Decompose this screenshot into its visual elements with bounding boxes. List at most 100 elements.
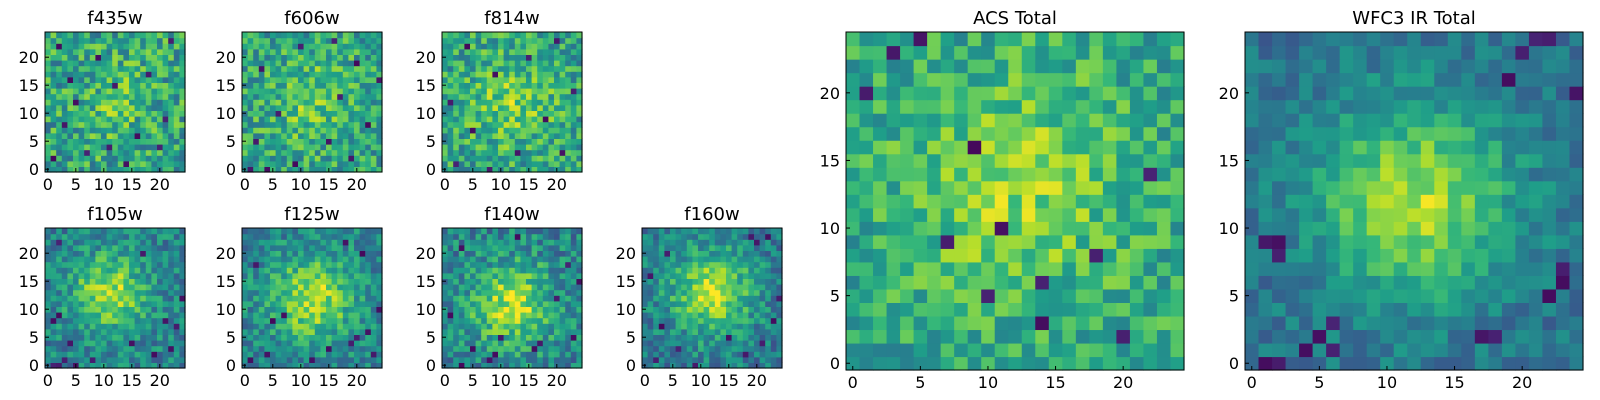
heatmap-cell	[89, 278, 96, 285]
heatmap-cell	[537, 345, 544, 352]
heatmap-cell	[320, 88, 327, 95]
heatmap-cell	[331, 132, 338, 139]
heatmap-cell	[537, 256, 544, 263]
heatmap-cell	[653, 345, 660, 352]
heatmap-cell	[565, 104, 572, 111]
heatmap-cell	[1129, 275, 1145, 290]
heatmap-cell	[576, 127, 583, 134]
heatmap-cell	[1102, 302, 1117, 317]
heatmap-cell	[67, 37, 74, 44]
heatmap-cell	[731, 256, 738, 263]
heatmap-cell	[123, 121, 130, 128]
heatmap-cell	[286, 317, 293, 324]
heatmap-cell	[50, 71, 57, 78]
heatmap-cell	[56, 82, 63, 89]
heatmap-cell	[242, 127, 249, 134]
y-tick-label: 0	[626, 356, 636, 375]
heatmap-cell	[526, 54, 533, 61]
heatmap-cell	[647, 244, 654, 251]
heatmap-cell	[954, 342, 969, 358]
heatmap-cell	[326, 289, 333, 296]
heatmap-cell	[548, 54, 555, 61]
heatmap-cell	[754, 306, 761, 313]
heatmap-cell	[565, 312, 572, 319]
heatmap-cell	[112, 43, 119, 50]
heatmap-cell	[570, 312, 577, 319]
heatmap-cell	[1170, 342, 1185, 358]
heatmap-cell	[45, 295, 52, 302]
heatmap-cell	[73, 116, 80, 123]
heatmap-cell	[1075, 221, 1090, 236]
heatmap-cell	[542, 272, 549, 279]
heatmap-cell	[514, 99, 521, 106]
heatmap-cell	[486, 239, 493, 246]
heatmap-cell	[145, 93, 152, 100]
heatmap-cell	[303, 267, 310, 274]
heatmap-cell	[1129, 261, 1145, 276]
heatmap-cell	[492, 267, 499, 274]
heatmap-cell	[359, 144, 366, 151]
heatmap-cell	[776, 351, 783, 358]
heatmap-cell	[1075, 356, 1090, 371]
heatmap-cell	[873, 126, 888, 141]
heatmap-cell	[765, 306, 772, 313]
heatmap-cell	[470, 37, 477, 44]
heatmap-cell	[1089, 261, 1104, 276]
heatmap-cell	[129, 99, 136, 106]
heatmap-cell	[314, 267, 321, 274]
heatmap-cell	[157, 132, 164, 139]
heatmap-cell	[247, 317, 254, 324]
heatmap-cell	[331, 261, 338, 268]
heatmap-cell	[1048, 356, 1063, 371]
heatmap-cell	[1089, 140, 1104, 155]
heatmap-cell	[270, 110, 277, 117]
heatmap-cell	[514, 233, 521, 240]
heatmap-cell	[67, 138, 74, 145]
heatmap-cell	[498, 43, 505, 50]
heatmap-cell	[537, 149, 544, 156]
heatmap-cell	[342, 345, 349, 352]
heatmap-cell	[653, 233, 660, 240]
heatmap-cell	[453, 155, 460, 162]
heatmap-cell	[681, 362, 688, 369]
heatmap-cell	[67, 99, 74, 106]
heatmap-cell	[247, 88, 254, 95]
heatmap-cell	[145, 160, 152, 167]
heatmap-cell	[742, 356, 749, 363]
heatmap-cell	[253, 99, 260, 106]
heatmap-cell	[253, 317, 260, 324]
heatmap-cell	[173, 278, 180, 285]
heatmap-cell	[61, 233, 68, 240]
heatmap-cell	[559, 340, 566, 347]
heatmap-cell	[370, 65, 377, 72]
heatmap-cell	[151, 54, 158, 61]
heatmap-cell	[537, 233, 544, 240]
heatmap-cell	[162, 284, 169, 291]
heatmap-cell	[258, 250, 265, 257]
heatmap-cell	[686, 284, 693, 291]
heatmap-cell	[151, 228, 158, 235]
heatmap-cell	[151, 312, 158, 319]
heatmap-cell	[337, 149, 344, 156]
heatmap-cell	[492, 160, 499, 167]
heatmap-cell	[940, 126, 955, 141]
heatmap-cell	[514, 132, 521, 139]
heatmap-cell	[326, 88, 333, 95]
heatmap-cell	[331, 82, 338, 89]
heatmap-cell	[264, 121, 271, 128]
heatmap-cell	[376, 166, 383, 173]
heatmap-cells	[242, 32, 383, 173]
heatmap-cell	[129, 48, 136, 55]
heatmap-cell	[537, 43, 544, 50]
heatmap-cell	[365, 278, 372, 285]
heatmap-cell	[647, 300, 654, 307]
heatmap-cell	[157, 127, 164, 134]
heatmap-cell	[526, 261, 533, 268]
heatmap-cell	[61, 43, 68, 50]
heatmap-cell	[486, 144, 493, 151]
heatmap-cell	[253, 272, 260, 279]
heatmap-cell	[365, 261, 372, 268]
heatmap-cell	[537, 351, 544, 358]
heatmap-cell	[253, 256, 260, 263]
heatmap-cell	[117, 88, 124, 95]
